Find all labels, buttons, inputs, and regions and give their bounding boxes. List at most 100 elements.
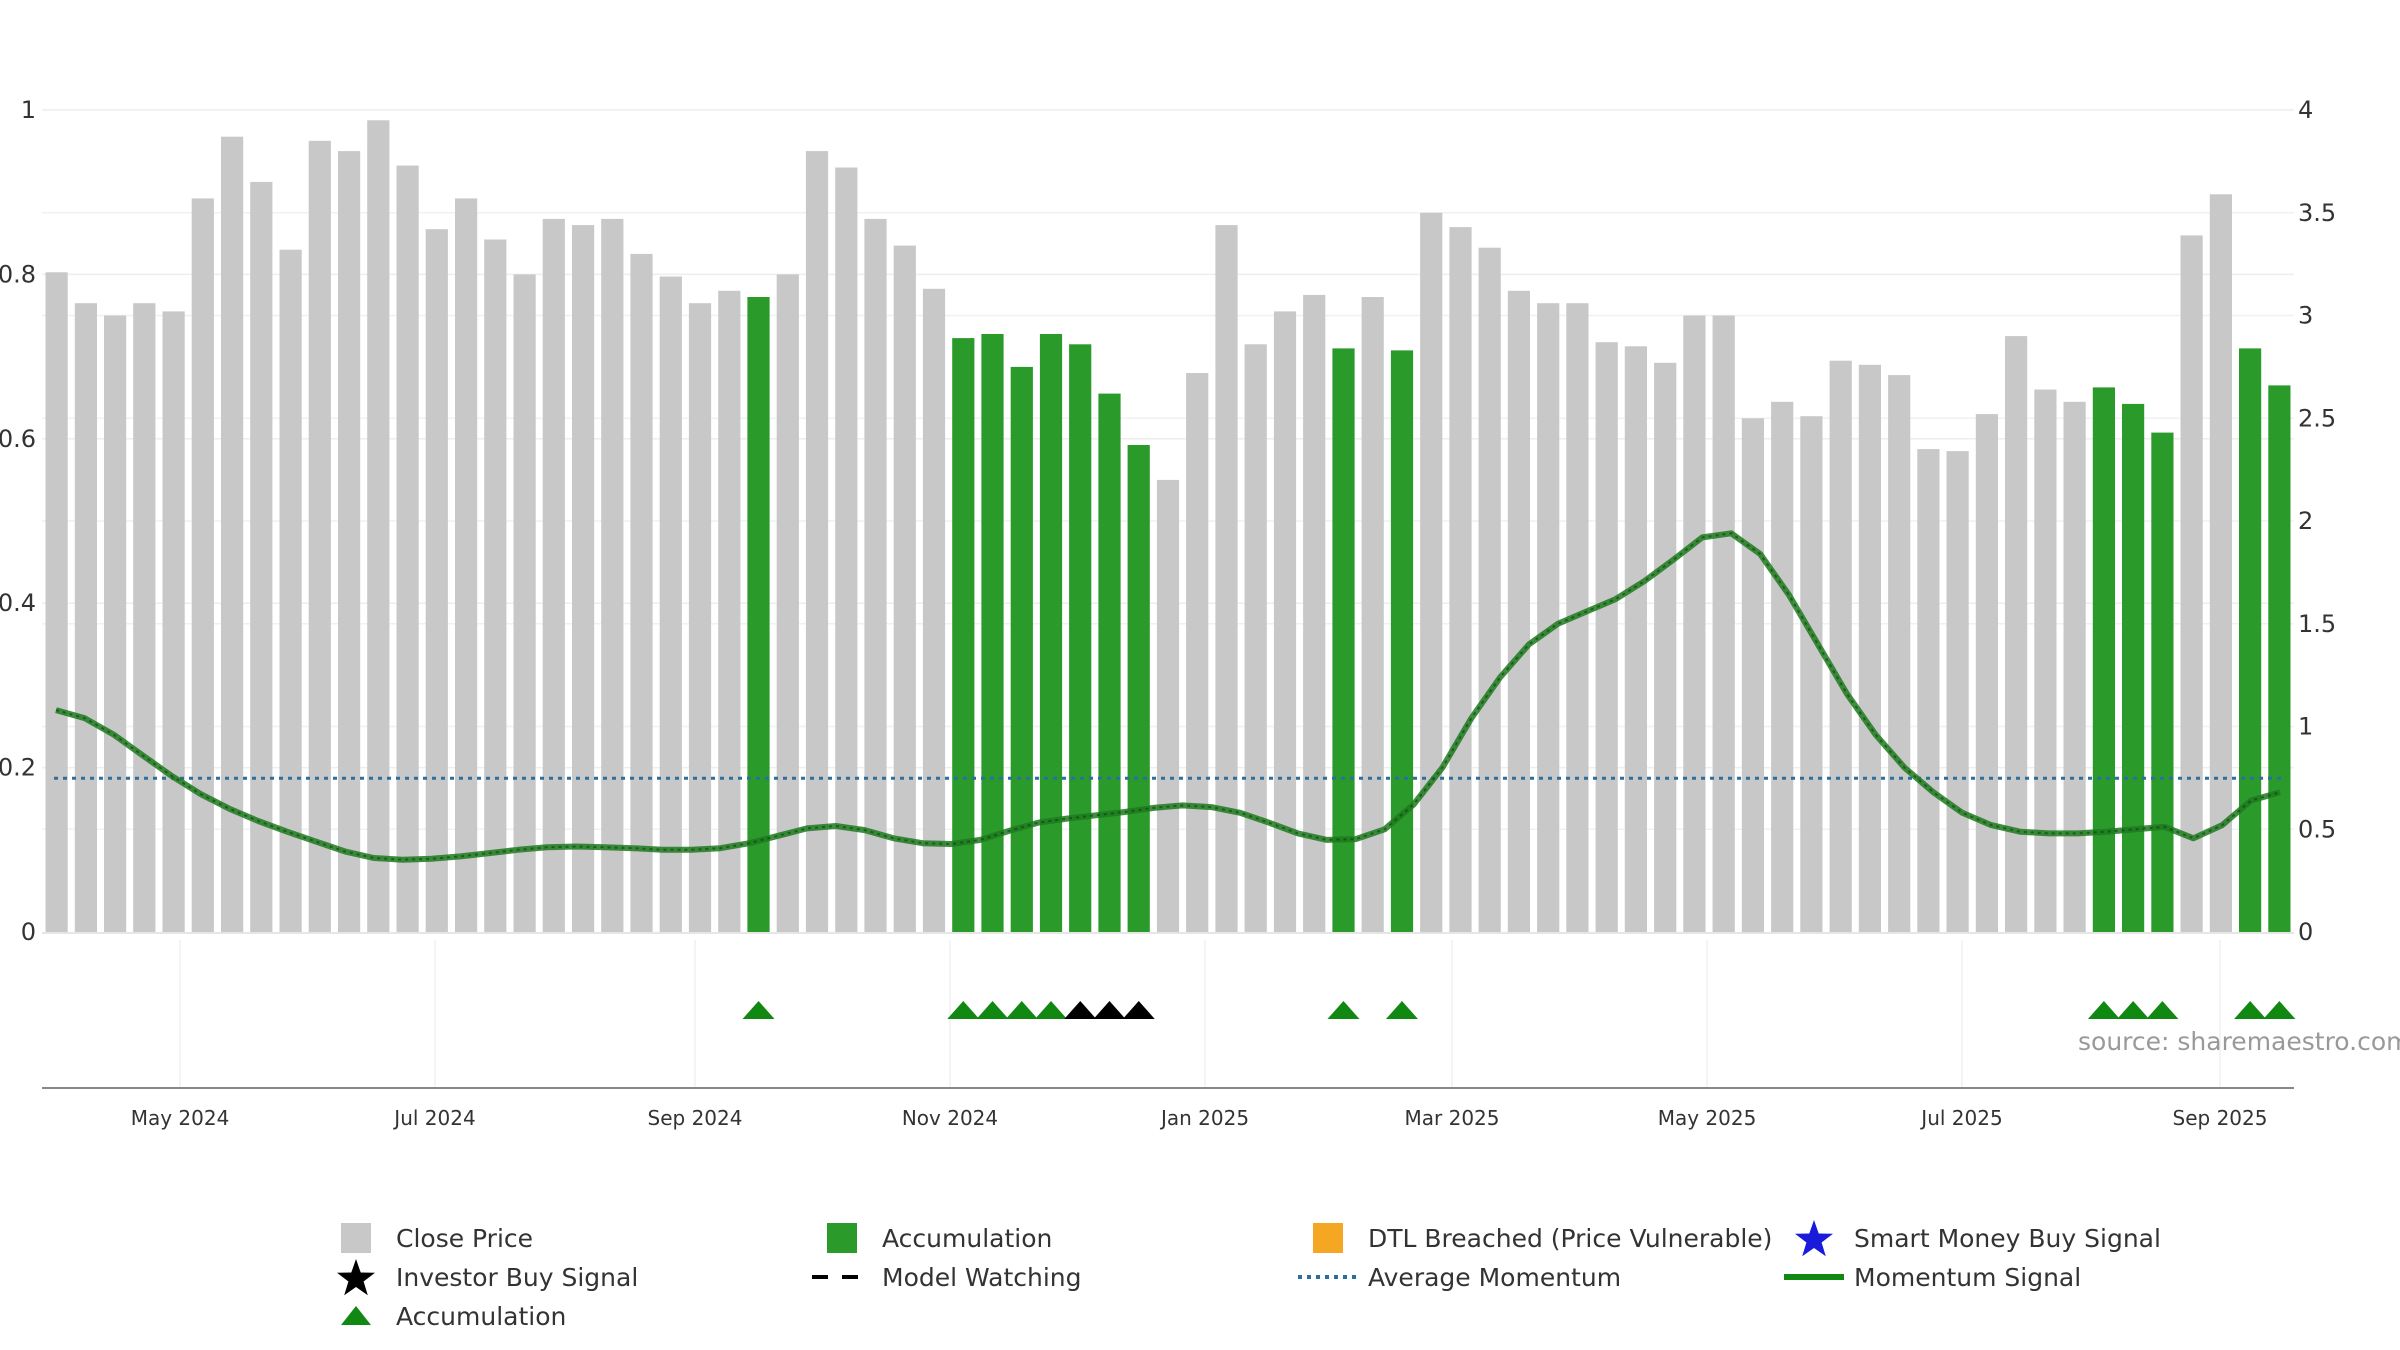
close-price-bar — [1829, 360, 1852, 932]
right-tick-label: 4 — [2298, 96, 2313, 124]
accumulation-bar — [1069, 344, 1092, 932]
x-tick-label: Sep 2024 — [648, 1106, 743, 1130]
accumulation-bar — [1010, 366, 1033, 932]
close-price-bar — [893, 245, 916, 933]
close-price-bar — [1946, 451, 1969, 932]
close-price-bar — [2180, 235, 2203, 932]
accumulation-marker — [947, 1001, 980, 1019]
left-axis-ticks: 0 0.2 0.4 0.6 0.8 1 — [0, 96, 36, 946]
close-price-bar — [425, 229, 448, 932]
accumulation-bar — [2122, 403, 2145, 932]
accumulation-bar — [2092, 387, 2115, 932]
accumulation-marker — [2117, 1001, 2150, 1019]
close-price-bar — [864, 218, 887, 932]
right-tick-label: 1 — [2298, 713, 2313, 741]
accumulation-bar — [1390, 350, 1414, 932]
close-price-bar — [1975, 414, 1998, 933]
accumulation-marker — [1385, 1001, 1418, 1019]
close-price-bar — [1420, 212, 1443, 933]
close-price-bar — [776, 274, 799, 932]
close-price-bar — [250, 181, 273, 932]
axes — [42, 932, 2294, 1089]
close-price-bar — [1156, 479, 1180, 932]
accumulation-bar — [2268, 385, 2291, 932]
right-tick-label: 3.5 — [2298, 199, 2336, 227]
close-price-bar — [1858, 364, 1881, 932]
close-price-bar — [221, 136, 244, 932]
accumulation-marker — [1005, 1001, 1038, 1019]
close-price-bar — [805, 151, 829, 933]
x-tick-label: Sep 2025 — [2173, 1106, 2268, 1130]
close-price-bar — [2005, 336, 2028, 933]
left-tick-label: 0.8 — [0, 260, 36, 288]
x-tick-label: Nov 2024 — [902, 1106, 998, 1130]
right-axis-ticks: 0 0.5 1 1.5 2 2.5 3 3.5 4 — [2298, 96, 2336, 946]
accumulation-bar — [952, 338, 975, 933]
close-price-bar — [162, 311, 185, 932]
investor-buy-marker — [1093, 1001, 1126, 1019]
x-tick-label: Mar 2025 — [1405, 1106, 1500, 1130]
legend-item: Accumulation — [827, 1223, 1052, 1253]
close-price-bar — [513, 274, 536, 932]
star-icon — [1795, 1220, 1833, 1257]
legend-label: Smart Money Buy Signal — [1854, 1224, 2161, 1253]
legend-item: Investor Buy Signal — [337, 1259, 638, 1296]
close-price-bar — [1449, 227, 1472, 933]
right-tick-label: 2 — [2298, 507, 2313, 535]
accumulation-bar — [1127, 445, 1150, 932]
close-price-bar — [835, 167, 858, 932]
close-price-bar — [1800, 416, 1823, 932]
x-tick-label: Jul 2024 — [392, 1106, 475, 1130]
signal-markers — [742, 1001, 2296, 1019]
x-tick-label: May 2024 — [131, 1106, 230, 1130]
x-tick-label: Jan 2025 — [1159, 1106, 1249, 1130]
close-price-bar — [45, 272, 68, 932]
left-tick-label: 0.6 — [0, 425, 36, 453]
close-price-bar — [630, 253, 653, 932]
accumulation-bar — [981, 334, 1004, 932]
close-price-bar — [1215, 225, 1238, 933]
accumulation-marker — [976, 1001, 1009, 1019]
close-price-bar — [1595, 342, 1618, 932]
x-tick-label: May 2025 — [1658, 1106, 1757, 1130]
close-price-bar — [1186, 373, 1209, 932]
close-price-bar — [1654, 362, 1677, 932]
legend: Close Price Accumulation DTL Breached (Pri… — [337, 1220, 2161, 1331]
investor-buy-marker — [1064, 1001, 1097, 1019]
accumulation-bar — [2151, 432, 2174, 932]
legend-swatch-dtl — [1313, 1223, 1343, 1253]
accumulation-marker — [1035, 1001, 1068, 1019]
legend-label: Accumulation — [882, 1224, 1052, 1253]
left-tick-label: 1 — [21, 96, 36, 124]
accumulation-marker — [2087, 1001, 2120, 1019]
close-price-bar — [455, 198, 478, 932]
close-price-bar — [542, 218, 565, 932]
legend-item: Momentum Signal — [1784, 1263, 2081, 1292]
accumulation-marker — [2146, 1001, 2179, 1019]
legend-swatch-accumulation — [827, 1223, 857, 1253]
legend-item: Smart Money Buy Signal — [1795, 1220, 2161, 1257]
close-price-bar — [1537, 303, 1560, 932]
legend-item: Average Momentum — [1298, 1263, 1621, 1292]
close-price-bar — [396, 165, 419, 932]
accumulation-marker — [2234, 1001, 2267, 1019]
legend-label: Average Momentum — [1368, 1263, 1621, 1292]
close-price-bar — [1507, 290, 1530, 932]
legend-label: Investor Buy Signal — [396, 1263, 638, 1292]
close-price-bar — [1478, 247, 1501, 932]
close-price-bar — [659, 276, 682, 932]
close-price-bar — [922, 288, 946, 932]
right-tick-label: 0 — [2298, 918, 2313, 946]
momentum-signal-line — [55, 530, 2281, 863]
accumulation-bar — [2239, 348, 2262, 932]
right-tick-label: 1.5 — [2298, 610, 2336, 638]
right-tick-label: 3 — [2298, 302, 2313, 330]
accumulation-bar — [1098, 393, 1121, 933]
investor-buy-marker — [1122, 1001, 1155, 1019]
accumulation-bar — [1039, 334, 1063, 932]
legend-label: Close Price — [396, 1224, 533, 1253]
legend-label: Model Watching — [882, 1263, 1082, 1292]
close-price-bar — [2209, 194, 2232, 933]
triangle-icon — [341, 1306, 371, 1325]
close-price-bar — [2063, 401, 2086, 932]
